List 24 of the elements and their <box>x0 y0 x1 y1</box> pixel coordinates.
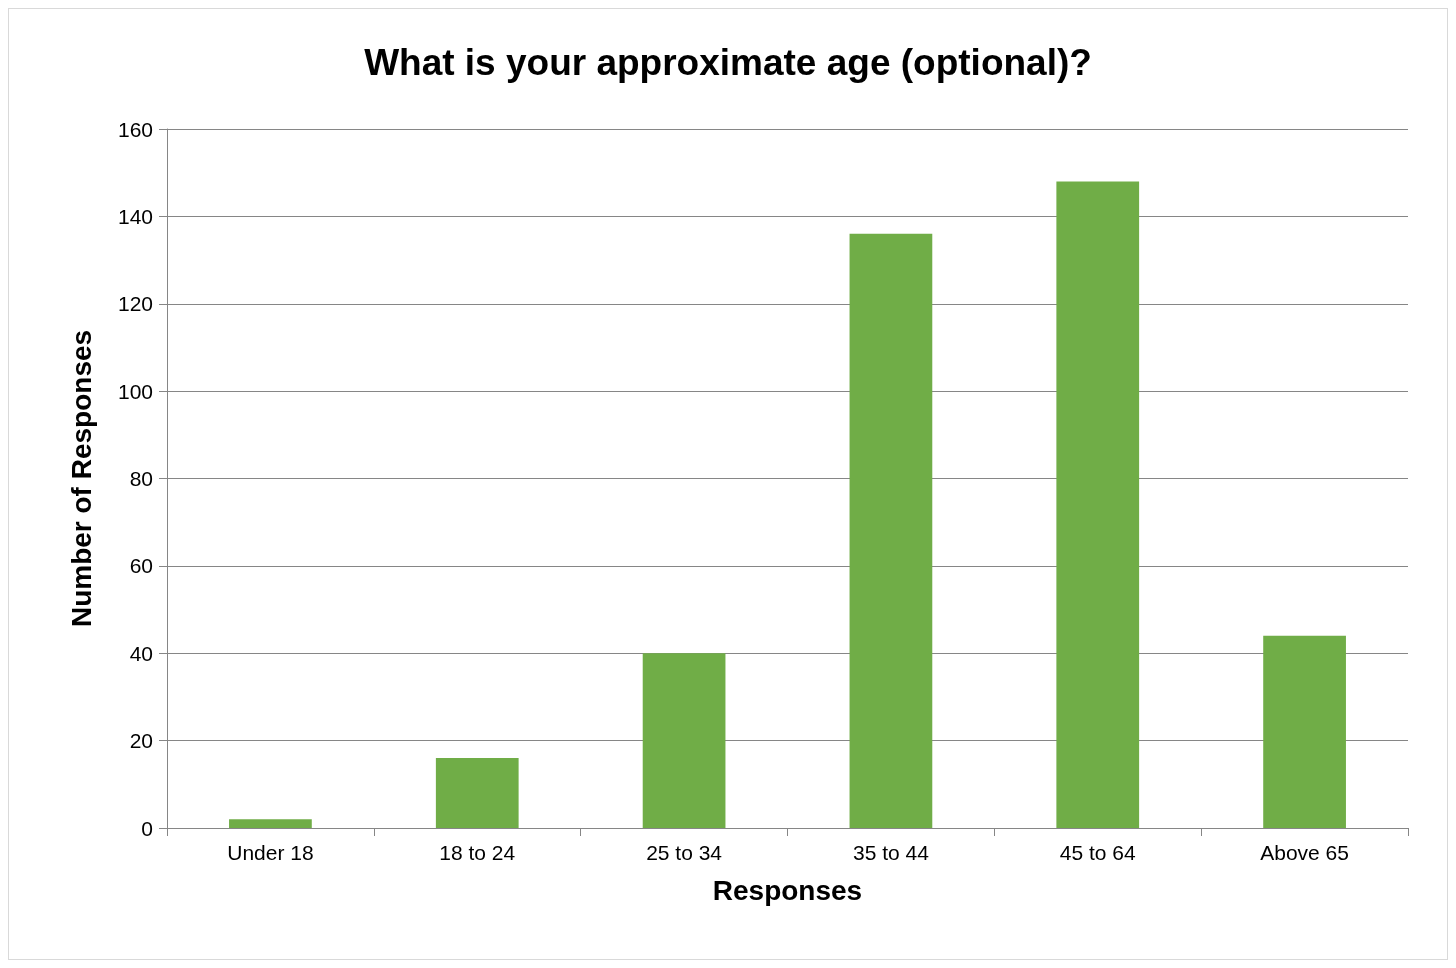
y-tick-label: 80 <box>129 467 153 490</box>
y-tick-label: 20 <box>129 729 153 753</box>
y-tick-label: 120 <box>117 292 153 316</box>
bar <box>1056 181 1140 828</box>
y-tick-label: 100 <box>117 379 153 403</box>
x-tick-label: 25 to 34 <box>646 841 723 864</box>
y-tick-label: 40 <box>129 641 153 665</box>
chart-title: What is your approximate age (optional)? <box>364 42 1092 83</box>
y-tick-label: 140 <box>117 204 153 228</box>
bar <box>849 233 933 828</box>
bar <box>435 758 519 828</box>
y-axis-title: Number of Responses <box>65 329 97 628</box>
y-tick-label: 60 <box>129 554 153 578</box>
bar <box>642 653 726 828</box>
y-tick-label: 0 <box>141 816 153 840</box>
x-tick-label: 35 to 44 <box>852 841 930 864</box>
bar <box>229 819 312 828</box>
x-tick-label: Above 65 <box>1260 841 1349 864</box>
x-tick-label: Under 18 <box>227 841 314 864</box>
y-tick-label: 160 <box>117 117 153 141</box>
x-tick-label: 18 to 24 <box>439 841 516 864</box>
x-axis-title: Responses <box>712 874 863 906</box>
x-tick-label: 45 to 64 <box>1059 841 1137 864</box>
bar <box>1263 635 1346 828</box>
